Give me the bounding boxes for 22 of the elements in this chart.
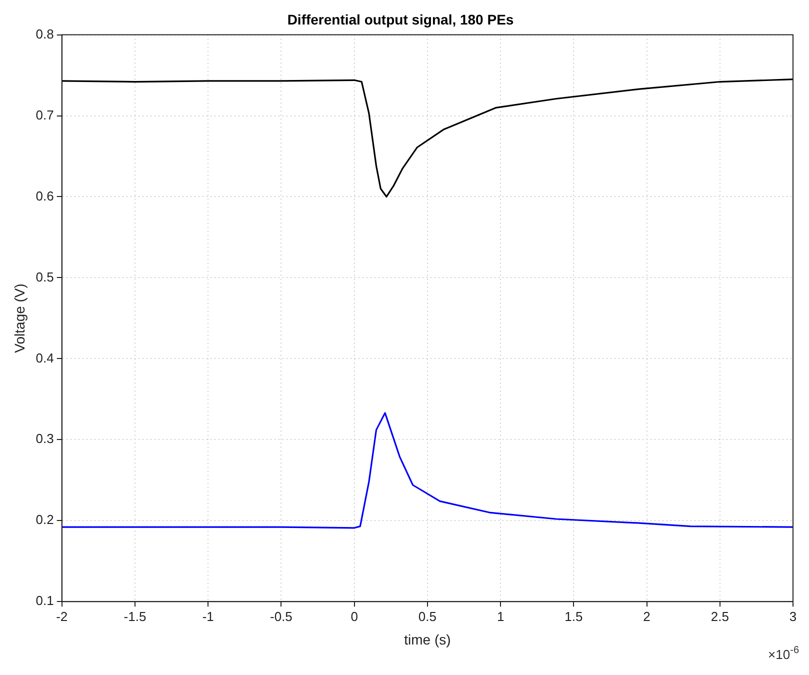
y-axis-title: Voltage (V) <box>11 284 28 353</box>
x-tick-label: -2 <box>56 608 68 624</box>
x-tick-label: 0.5 <box>418 608 436 624</box>
y-tick-label: 0.2 <box>36 512 54 528</box>
x-tick-label: 3 <box>789 608 797 624</box>
y-tick-label: 0.1 <box>36 593 54 608</box>
x-tick-label: -0.5 <box>270 608 292 624</box>
x-tick-label: -1.5 <box>124 608 146 624</box>
x-tick-label: 0 <box>350 608 358 624</box>
x-tick-label: 2.5 <box>710 608 729 624</box>
x-tick-label: 2 <box>643 608 650 624</box>
x-tick-label: -1 <box>202 608 214 624</box>
chart-title: Differential output signal, 180 PEs <box>287 11 514 28</box>
x-tick-label: 1 <box>496 608 504 624</box>
y-tick-label: 0.8 <box>36 26 54 42</box>
x-tick-label: 1.5 <box>564 608 583 624</box>
y-tick-label: 0.7 <box>36 107 54 122</box>
x-axis-title: time (s) <box>404 631 451 648</box>
y-tick-label: 0.5 <box>36 269 54 284</box>
y-tick-label: 0.4 <box>36 350 54 366</box>
y-tick-label: 0.6 <box>36 188 54 204</box>
y-tick-label: 0.3 <box>36 431 54 446</box>
